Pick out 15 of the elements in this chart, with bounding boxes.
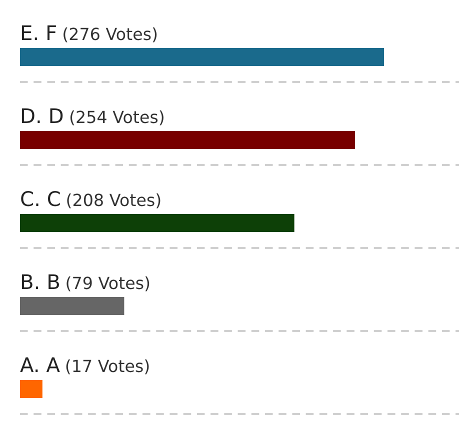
y-tick-label: E. F [22,25,56,40]
data-label: (79 Votes) [66,276,150,292]
bar [20,297,124,316]
y-tick-label: C. C [21,191,60,206]
bar [20,380,42,398]
data-label: (208 Votes) [67,193,160,208]
data-label: (254 Votes) [70,110,164,126]
bar [20,48,384,66]
y-tick-label: B. B [22,274,60,289]
bar [20,131,355,150]
bar [20,214,294,232]
data-label: (17 Votes) [66,359,149,374]
data-label: (276 Votes) [64,27,157,42]
y-tick-label: D. D [22,108,63,124]
y-tick-label: A. A [20,357,60,372]
